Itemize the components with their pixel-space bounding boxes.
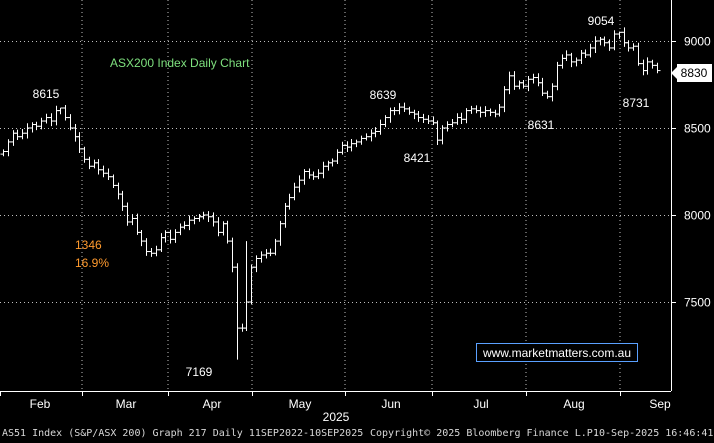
annotation-label: 1346 [75,238,102,252]
annotation-label: 8631 [528,118,555,132]
footer-left: AS51 Index (S&P/ASX 200) Graph 217 Daily… [2,428,364,439]
annotation-label: 7169 [186,365,213,379]
x-tick-label: Jun [381,397,400,411]
footer-copyright: Copyright© 2025 Bloomberg Finance L.P. [370,428,599,439]
x-tick-label: Mar [116,397,137,411]
annotation-label: 8615 [33,87,60,101]
x-tick-label: Feb [30,397,51,411]
x-year-label: 2025 [323,410,350,424]
x-tick-label: May [289,397,312,411]
bloomberg-footer: AS51 Index (S&P/ASX 200) Graph 217 Daily… [0,425,714,443]
y-tick-label: 7500 [684,296,711,310]
footer-timestamp: 10-Sep-2025 16:46:41 [593,428,714,439]
y-tick-label: 8000 [684,209,711,223]
price-bar [654,62,661,74]
chart-title: ASX200 Index Daily Chart [110,56,250,70]
y-tick-label: 8500 [684,122,711,136]
x-tick-label: Aug [563,397,584,411]
last-value-pointer [671,67,677,79]
annotation-label: 8731 [623,96,650,110]
y-tick-label: 9000 [684,35,711,49]
price-bars [0,27,661,360]
x-tick-label: Sep [649,397,671,411]
last-value-box [677,64,712,82]
x-tick-label: Apr [203,397,222,411]
annotation-label: 9054 [588,14,615,28]
last-value-label: 8830 [681,66,708,80]
x-tick-label: Jul [473,397,488,411]
chart-axes: 7500 8000 8500 9000 Feb Mar Apr May Jun Jul Aug Sep… [0,0,711,424]
annotation-label: 8639 [370,88,397,102]
annotation-label: 8421 [404,151,431,165]
chart-labels: 8830 ASX200 Index Daily Chart 8615 1346 16.9… [33,14,712,379]
watermark-text: www.marketmatters.com.au [482,346,631,360]
watermark-box [476,343,638,362]
annotation-label: 16.9% [75,256,109,270]
